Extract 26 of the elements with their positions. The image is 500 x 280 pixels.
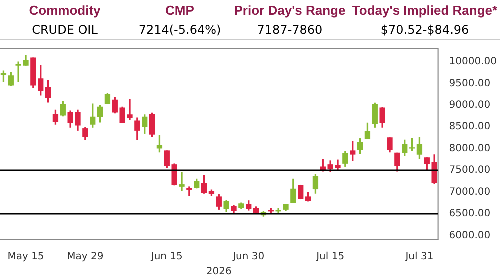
text: CMP	[164, 2, 196, 20]
y-tick-label: 6000.00	[449, 230, 491, 242]
x-tick-label: Jul 31	[404, 252, 434, 263]
x-tick-label: May 15	[8, 252, 44, 263]
x-tick-label: May 29	[67, 252, 104, 263]
y-tick-label: 9000.00	[449, 100, 491, 112]
x-axis-title: 2026	[206, 266, 232, 278]
text: Prior Day's Range	[233, 2, 347, 20]
y-tick-label: 8500.00	[449, 122, 491, 133]
y-tick-label: 7000.00	[449, 186, 491, 198]
text: CRUDE OIL	[0, 20, 130, 40]
y-tick-label: 10000.00	[449, 56, 498, 68]
y-tick-label: 8000.00	[449, 143, 491, 154]
text: 7214(-5.64%)	[130, 20, 230, 40]
text: Today's Implied Range*	[351, 2, 499, 20]
text: $70.52-$84.96	[350, 20, 500, 40]
y-tick-label: 7500.00	[449, 165, 491, 176]
candlestick	[186, 186, 192, 196]
candlestick	[179, 172, 185, 192]
y-tick-label: 9500.00	[449, 78, 491, 90]
y-tick-label: 6500.00	[449, 208, 491, 220]
text: Commodity	[28, 2, 102, 20]
x-tick-label: Jul 15	[316, 252, 345, 263]
x-tick-label: Jun 30	[232, 252, 265, 263]
text: 7187-7860	[230, 20, 350, 40]
x-tick-label: Jun 15	[150, 252, 183, 263]
